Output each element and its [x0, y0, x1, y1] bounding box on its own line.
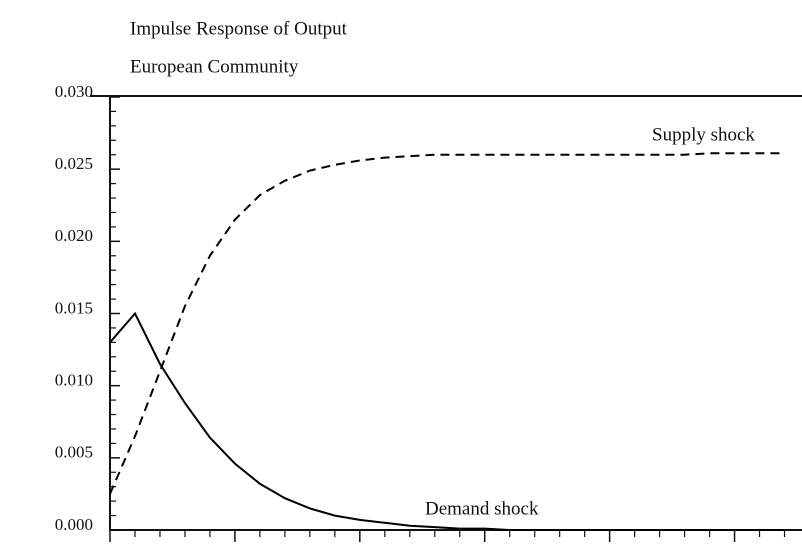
y-tick-label: 0.030 [55, 82, 93, 101]
series-line [109, 311, 785, 531]
y-tick-label: 0.010 [55, 371, 93, 390]
series-label: Demand shock [425, 498, 539, 519]
series-line [109, 152, 785, 495]
series-label: Supply shock [652, 124, 755, 145]
y-tick-label: 0.025 [55, 154, 93, 173]
y-tick-label: 0.005 [55, 443, 93, 462]
chart-subtitle: European Community [130, 56, 299, 77]
chart-title: Impulse Response of Output [130, 18, 348, 39]
y-tick-label: 0.000 [55, 515, 93, 534]
y-tick-label: 0.020 [55, 226, 93, 245]
y-tick-label: 0.015 [55, 298, 93, 317]
